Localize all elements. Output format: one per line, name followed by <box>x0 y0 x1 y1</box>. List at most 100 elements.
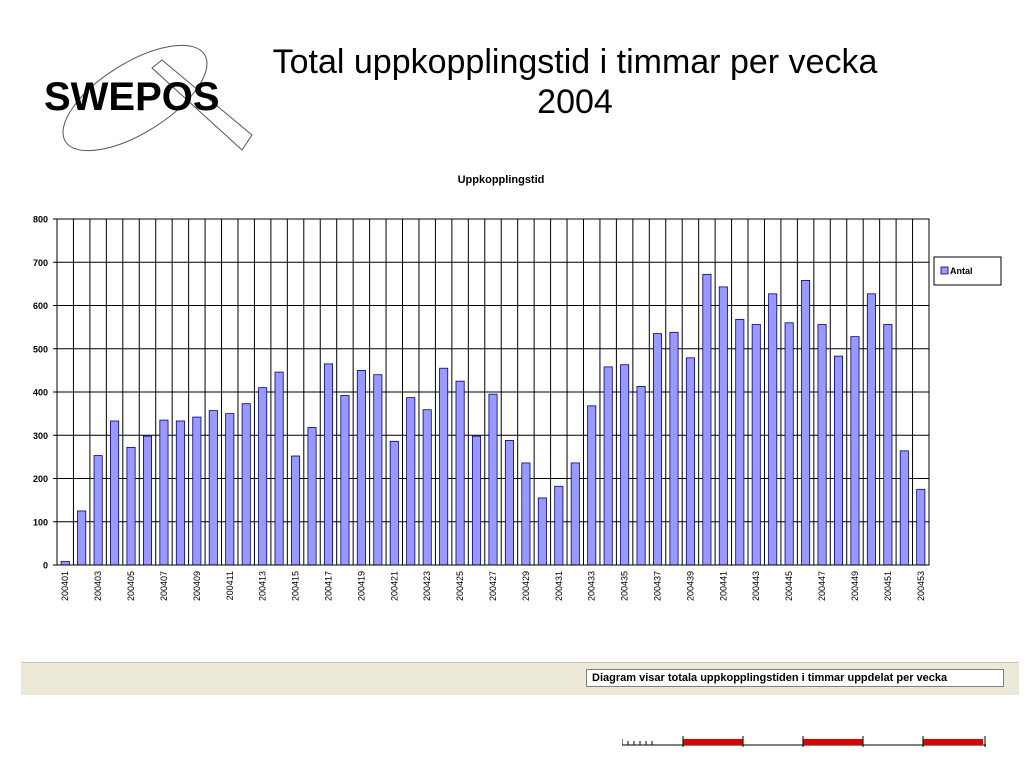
x-tick-label: 200405 <box>126 571 136 601</box>
scale-segment-red <box>803 739 863 745</box>
legend-label: Antal <box>950 266 973 276</box>
bar <box>554 485 564 566</box>
bar <box>603 366 613 566</box>
x-tick-label: 200445 <box>784 571 794 601</box>
bar <box>439 367 449 566</box>
bar <box>192 416 202 566</box>
bar <box>817 324 827 566</box>
bar <box>340 395 350 566</box>
x-tick-label: 200417 <box>323 571 333 601</box>
bar <box>570 462 580 566</box>
x-tick-label: 200421 <box>389 571 399 601</box>
bar-chart: Uppkopplingstid 0 100 200 300 400 500 600 700 800… <box>33 174 1002 601</box>
bar <box>653 333 663 566</box>
bar <box>669 331 679 566</box>
bar <box>850 336 860 566</box>
bar <box>389 440 399 566</box>
x-tick-label: 200425 <box>455 571 465 601</box>
y-tick-label: 0 <box>43 561 48 571</box>
bar <box>718 286 728 566</box>
x-tick-label: 200441 <box>718 571 728 601</box>
plot-border <box>56 218 930 566</box>
bar <box>323 363 333 566</box>
y-tick-label: 200 <box>33 474 48 484</box>
bar <box>126 446 136 566</box>
bar <box>110 420 120 566</box>
bar <box>866 293 876 566</box>
bar <box>455 380 465 566</box>
bar <box>751 324 761 566</box>
bar <box>735 318 745 566</box>
y-tick-label: 300 <box>33 431 48 441</box>
bar <box>258 387 268 566</box>
bar <box>768 293 778 566</box>
swepos-logo: SWEPOS <box>44 44 253 152</box>
bar <box>93 455 103 566</box>
bar <box>373 374 383 566</box>
y-tick-label: 400 <box>33 388 48 398</box>
scale-segment-red <box>683 739 743 745</box>
x-tick-label: 200401 <box>60 571 70 601</box>
status-bar: Diagram visar totala uppkopplingstiden i… <box>21 662 1019 695</box>
legend-swatch <box>940 266 949 275</box>
y-tick-label: 100 <box>33 517 48 527</box>
bar <box>899 450 909 566</box>
x-tick-label: 200403 <box>93 571 103 601</box>
x-tick-label: 200453 <box>916 571 926 601</box>
x-tick-label: 200415 <box>291 571 301 601</box>
bar <box>175 420 185 566</box>
x-tick-label: 200437 <box>653 571 663 601</box>
scale-segment-red <box>923 739 983 745</box>
chart-title: Uppkopplingstid <box>458 174 545 186</box>
logo-satellite-shape <box>151 59 253 151</box>
logo-text: SWEPOS <box>44 75 220 119</box>
bar <box>916 488 926 566</box>
x-tick-label: 200447 <box>817 571 827 601</box>
x-tick-label: 200429 <box>521 571 531 601</box>
y-tick-label: 800 <box>33 215 48 225</box>
bar <box>620 364 630 566</box>
x-tick-label: 200443 <box>751 571 761 601</box>
x-tick-label: 200413 <box>258 571 268 601</box>
bar <box>307 427 317 566</box>
x-tick-label: 200435 <box>620 571 630 601</box>
logo-orbit-ellipse <box>62 44 208 152</box>
scale-strip <box>622 736 986 747</box>
bar <box>291 455 301 566</box>
status-caption: Diagram visar totala uppkopplingstiden i… <box>586 669 1004 687</box>
bar <box>422 409 432 566</box>
bar <box>406 397 416 566</box>
bar <box>883 324 893 566</box>
bar <box>60 561 70 566</box>
slide-title-line2: 2004 <box>537 83 613 121</box>
bar <box>208 410 218 566</box>
x-tick-label: 200407 <box>159 571 169 601</box>
bar <box>521 462 531 566</box>
bar <box>801 280 811 566</box>
bar <box>685 357 695 566</box>
chart-area: Uppkopplingstid 0 100 200 300 400 500 600 700 800… <box>21 158 1024 664</box>
bar <box>636 385 646 566</box>
slide-title: Total uppkopplingstid i timmar per vecka… <box>210 42 940 122</box>
slide-title-line1: Total uppkopplingstid i timmar per vecka <box>272 43 878 81</box>
x-tick-label: 200439 <box>685 571 695 601</box>
x-tick-label: 200411 <box>225 571 235 600</box>
bar <box>159 419 169 566</box>
bar <box>77 510 87 566</box>
bar <box>702 273 712 566</box>
x-tick-label: 200419 <box>356 571 366 601</box>
bar <box>356 369 366 566</box>
bar <box>472 435 482 566</box>
x-tick-label: 200423 <box>422 571 432 601</box>
bar <box>504 440 514 566</box>
y-tick-label: 600 <box>33 301 48 311</box>
bar <box>784 322 794 566</box>
bar <box>488 393 498 566</box>
x-tick-label: 200409 <box>192 571 202 601</box>
bar <box>537 497 547 566</box>
bar <box>833 355 844 566</box>
bar <box>241 403 251 566</box>
bar <box>274 371 284 566</box>
x-tick-label: 200451 <box>883 571 893 601</box>
x-tick-label: 200431 <box>554 571 564 601</box>
